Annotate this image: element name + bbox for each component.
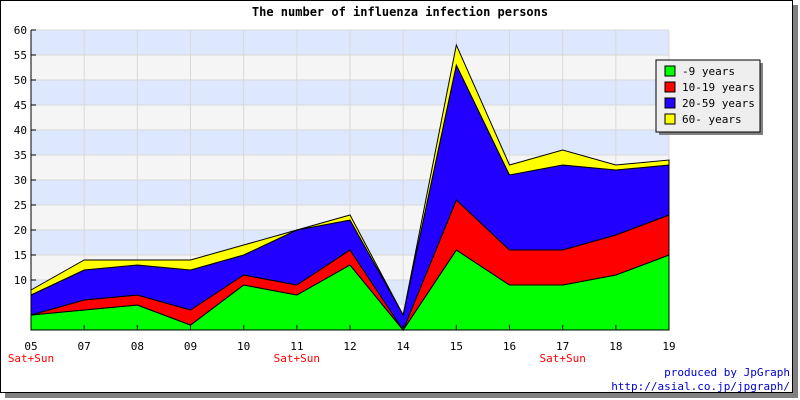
legend-label: -9 years (682, 65, 735, 78)
legend: -9 years 10-19 years 20-59 years 60- years (655, 59, 763, 135)
series-areas (30, 43, 670, 332)
y-tick-label: 45 (14, 99, 27, 112)
x-tick-label: 14 (397, 340, 411, 353)
credit-text: produced by JpGraph (664, 366, 790, 379)
x-tick-label: 19 (662, 340, 675, 353)
weekend-label: Sat+Sun (274, 352, 320, 365)
y-tick-label: 55 (14, 49, 27, 62)
x-tick-label: 17 (556, 340, 569, 353)
legend-swatch (664, 113, 676, 125)
x-tick-label: 18 (609, 340, 622, 353)
legend-label: 60- years (682, 113, 742, 126)
x-tick-label: 10 (237, 340, 250, 353)
x-tick-label: 11 (290, 340, 303, 353)
y-tick-label: 15 (14, 249, 27, 262)
x-tick-label: 07 (78, 340, 91, 353)
y-tick-label: 50 (14, 74, 27, 87)
series-area-60-years (30, 43, 670, 317)
y-tick-label: 40 (14, 124, 27, 137)
y-tick-label: 10 (14, 274, 27, 287)
credit-url-link[interactable]: http://asial.co.jp/jpgraph/ (611, 380, 790, 393)
y-tick-label: 35 (14, 149, 27, 162)
y-tick-label: 25 (14, 199, 27, 212)
legend-swatch (664, 81, 676, 93)
x-tick-label: 05 (24, 340, 37, 353)
weekend-label: Sat+Sun (539, 352, 585, 365)
y-tick-label: 30 (14, 174, 27, 187)
x-tick-label: 16 (503, 340, 516, 353)
x-tick-label: 12 (343, 340, 356, 353)
x-tick-label: 15 (450, 340, 463, 353)
legend-label: 20-59 years (682, 97, 755, 110)
legend-swatch (664, 65, 676, 77)
y-tick-label: 60 (14, 24, 27, 37)
legend-label: 10-19 years (682, 81, 755, 94)
y-axis-ticks: 10 15 20 25 30 35 40 45 50 55 60 (14, 24, 36, 287)
y-tick-label: 20 (14, 224, 27, 237)
chart-title: The number of influenza infection person… (252, 5, 548, 19)
legend-swatch (664, 97, 676, 109)
x-tick-label: 08 (131, 340, 144, 353)
weekend-label: Sat+Sun (8, 352, 54, 365)
x-tick-label: 09 (184, 340, 197, 353)
